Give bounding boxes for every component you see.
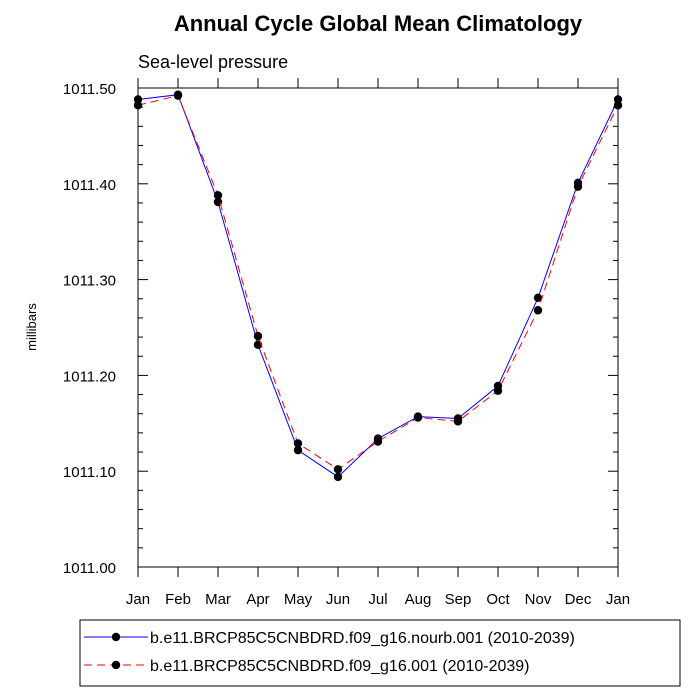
y-axis-label: millibars (24, 303, 39, 351)
chart-subtitle: Sea-level pressure (138, 52, 288, 72)
legend: b.e11.BRCP85C5CNBDRD.f09_g16.nourb.001 (… (79, 619, 681, 687)
x-tick-label: Sep (445, 591, 472, 608)
legend-box (79, 619, 681, 687)
x-tick-label: Aug (405, 591, 432, 608)
x-tick-label: Oct (486, 591, 510, 608)
series-2-point (293, 439, 303, 448)
x-tick-label: Jan (606, 591, 630, 608)
series-1-point (293, 445, 303, 455)
series-2-point (253, 331, 263, 341)
series-2-point (453, 417, 463, 426)
x-tick-label: Feb (165, 591, 191, 608)
x-tick-label: Dec (565, 591, 592, 608)
y-tick-label: 1011.50 (63, 81, 116, 98)
legend-label-2: b.e11.BRCP85C5CNBDRD.f09_g16.001 (2010-2… (150, 658, 529, 675)
series-1-point (133, 95, 143, 104)
series-1-point (533, 293, 543, 303)
y-tick-label: 1011.40 (63, 177, 116, 194)
x-tick-label: Jul (368, 591, 387, 608)
series-2-point (573, 182, 583, 191)
y-tick-label: 1011.10 (63, 464, 116, 481)
x-tick-label: Jun (326, 591, 350, 608)
series-2-point (133, 101, 143, 110)
legend-marker-2 (111, 660, 121, 670)
x-tick-label: Nov (525, 591, 552, 608)
plot-frame (137, 87, 619, 568)
chart-title: Annual Cycle Global Mean Climatology (174, 11, 583, 36)
x-tick-label: Mar (205, 591, 231, 608)
axis-ticks: 1011.00 1011.10 1011.20 1011.30 1011.40 1011.… (63, 78, 630, 608)
series-2-point (173, 91, 183, 100)
series-2-point (373, 437, 383, 446)
y-tick-label: 1011.30 (63, 273, 116, 290)
series-2-point (613, 101, 623, 110)
x-tick-label: Apr (246, 591, 269, 608)
series-2-point (533, 306, 543, 315)
series-1-point (613, 95, 623, 104)
y-tick-label: 1011.00 (63, 560, 116, 577)
legend-label-1: b.e11.BRCP85C5CNBDRD.f09_g16.nourb.001 (… (150, 630, 575, 647)
y-tick-label: 1011.20 (63, 368, 116, 385)
x-tick-label: May (284, 591, 313, 608)
legend-marker-1 (111, 632, 121, 642)
series-2-point (213, 191, 223, 200)
x-tick-label: Jan (126, 591, 150, 608)
series-1-point (333, 472, 343, 482)
series-2-point (493, 386, 503, 395)
series-layer (133, 90, 623, 482)
series-2-point (333, 465, 343, 474)
series-2-point (413, 413, 423, 422)
series-line-2 (137, 95, 619, 470)
